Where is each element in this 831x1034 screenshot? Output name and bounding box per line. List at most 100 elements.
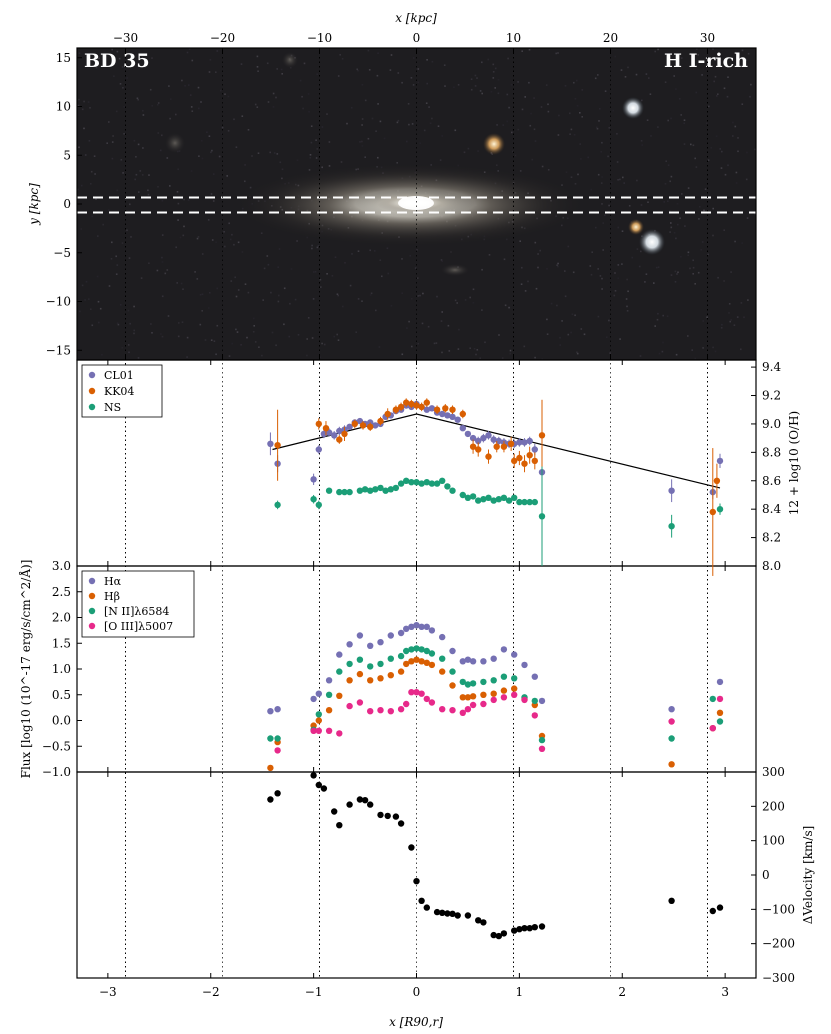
velocity-point-velocity [361,797,369,804]
noise-pixel [676,202,679,205]
flux-point-h [439,668,446,675]
legend-marker-halpha [88,577,96,585]
metallicity-y-tick-label: 9.2 [762,389,781,403]
noise-pixel [309,157,312,159]
noise-pixel [453,86,455,89]
noise-pixel [730,271,732,273]
noise-pixel [375,309,377,312]
metallicity-point-ns [475,497,482,504]
noise-pixel [221,126,224,129]
noise-pixel [537,253,539,255]
noise-pixel [96,275,99,278]
noise-pixel [113,75,115,77]
image-y-tick-label: 15 [56,51,71,65]
noise-pixel [732,135,734,137]
noise-pixel [664,183,667,185]
noise-pixel [175,246,177,249]
noise-pixel [257,152,260,154]
metallicity-point-ns [413,479,420,486]
metallicity-point-kk04 [516,454,523,462]
noise-pixel [386,247,389,250]
noise-pixel [613,294,616,297]
noise-pixel [735,171,738,174]
noise-pixel [361,145,364,147]
metallicity-point-cl01 [331,432,338,439]
noise-pixel [663,201,665,203]
noise-pixel [188,84,190,86]
metallicity-point-ns [531,498,538,506]
flux-point-h [668,761,675,768]
noise-pixel [266,62,269,65]
velocity-y-tick-label: 300 [762,765,785,779]
flux-point-n-ii-6584 [387,655,394,662]
noise-pixel [620,69,623,71]
noise-pixel [606,336,608,339]
noise-pixel [713,80,715,83]
noise-pixel [594,77,597,80]
metallicity-point-cl01 [346,423,353,430]
sky-noise [77,48,756,360]
noise-pixel [120,303,122,306]
noise-pixel [557,52,559,54]
noise-pixel [244,180,246,183]
flux-point-n-ii-6584 [480,678,487,686]
noise-pixel [272,106,275,108]
noise-pixel [614,55,617,58]
noise-pixel [89,107,91,109]
noise-pixel [604,90,607,92]
metallicity-point-ns [361,486,369,493]
noise-pixel [116,264,119,266]
noise-pixel [135,173,138,176]
noise-pixel [507,57,509,60]
noise-pixel [147,193,150,196]
legend-label-ns: NS [104,401,121,414]
velocity-point-velocity [315,781,322,789]
noise-pixel [79,310,81,313]
noise-pixel [357,69,359,72]
x-tick-label: −1 [305,985,323,999]
noise-pixel [559,336,561,339]
flux-point-h [428,661,436,669]
noise-pixel [328,141,331,143]
noise-pixel [657,48,659,51]
noise-pixel [670,222,672,224]
noise-pixel [690,143,692,146]
noise-pixel [556,304,558,307]
noise-pixel [356,68,358,71]
noise-pixel [412,84,415,86]
noise-pixel [433,342,436,345]
noise-pixel [188,48,191,50]
noise-pixel [712,48,714,50]
noise-pixel [492,71,495,73]
noise-pixel [576,351,578,354]
noise-pixel [576,352,579,355]
metallicity-point-cl01 [475,437,482,445]
flux-point-h [490,655,497,662]
noise-pixel [151,332,153,334]
metallicity-point-ns [526,498,533,506]
metallicity-point-ns [392,484,400,492]
noise-pixel [247,129,250,131]
noise-pixel [312,298,315,300]
noise-pixel [641,144,643,146]
metallicity-point-kk04 [322,425,330,432]
flux-point-n-ii-6584 [439,655,446,662]
noise-pixel [721,323,723,326]
noise-pixel [680,256,682,258]
noise-pixel [179,236,182,239]
noise-pixel [244,283,247,285]
noise-pixel [377,103,379,105]
noise-pixel [258,346,260,348]
noise-pixel [83,127,85,130]
noise-pixel [139,170,142,172]
noise-pixel [720,327,723,329]
metallicity-point-ns [274,501,281,509]
noise-pixel [281,168,284,171]
metallicity-point-kk04 [359,422,367,429]
noise-pixel [692,259,694,262]
metallicity-point-kk04 [511,457,518,465]
noise-pixel [523,345,526,348]
metallicity-point-kk04 [367,423,374,430]
noise-pixel [302,107,304,110]
noise-pixel [315,157,318,159]
